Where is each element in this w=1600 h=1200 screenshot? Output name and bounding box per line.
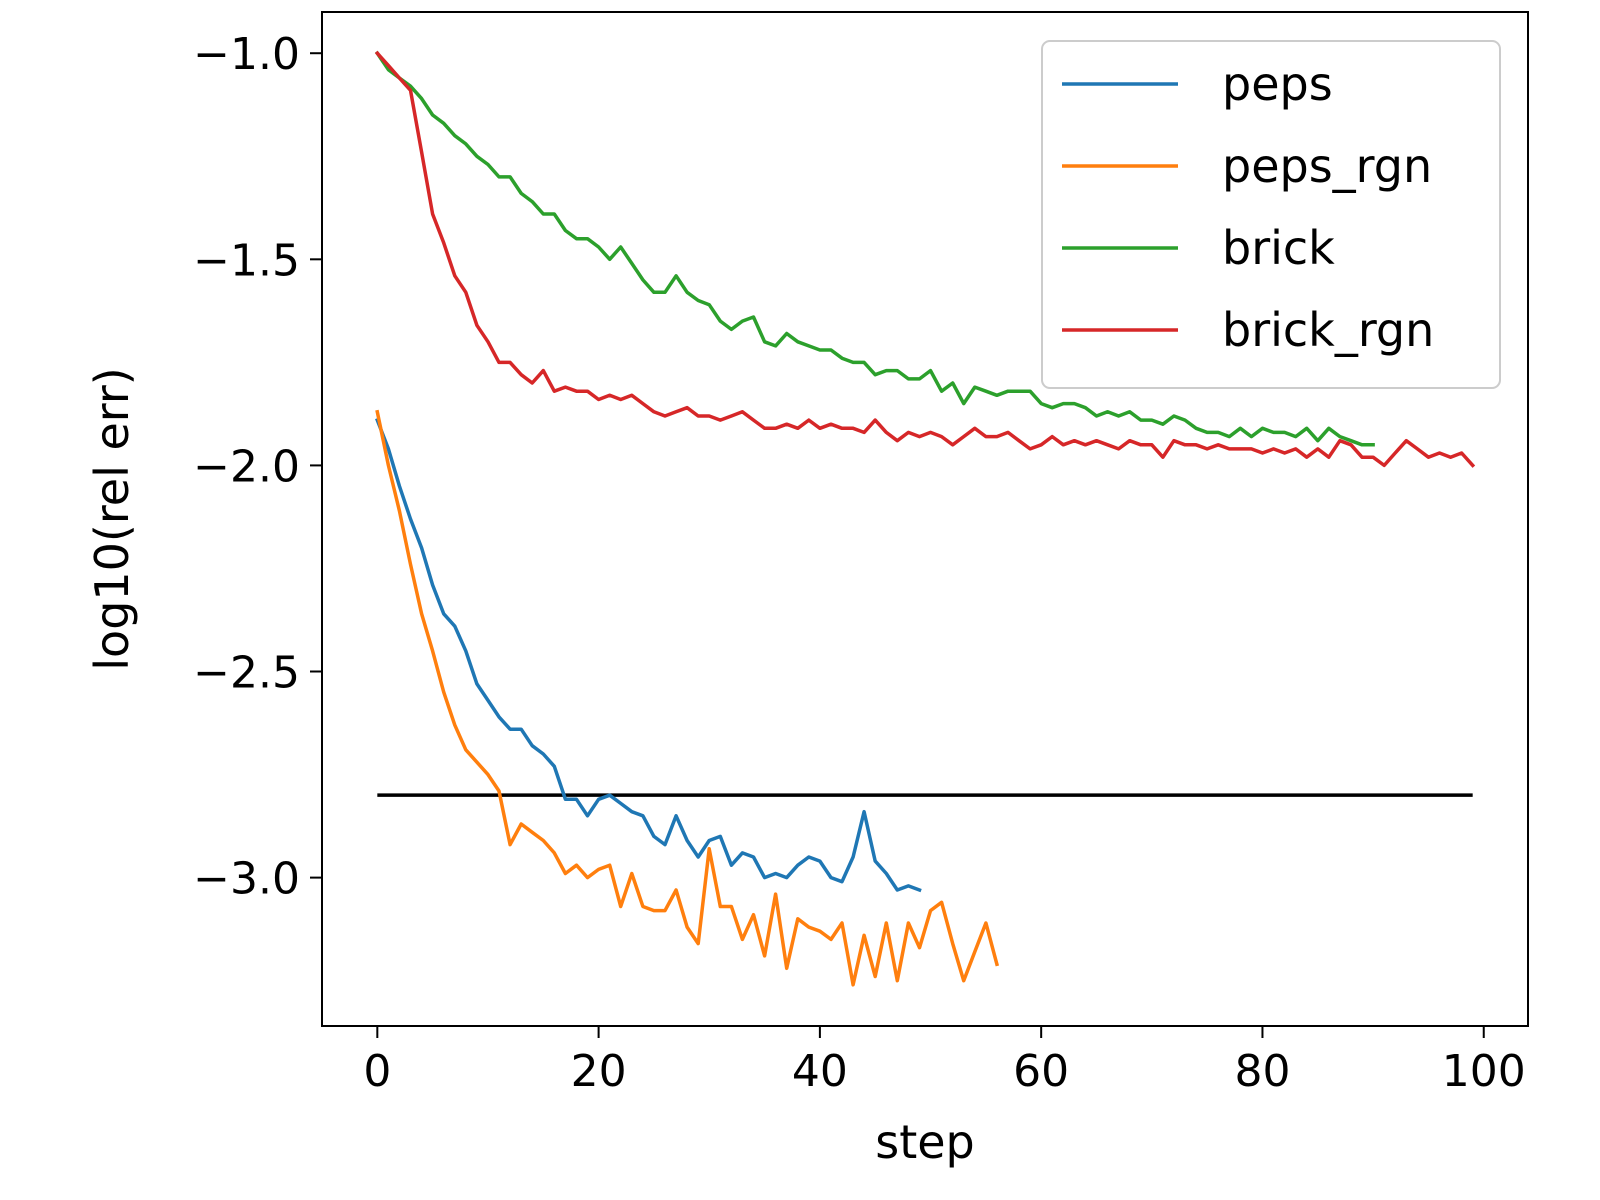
y-tick-label: −3.0: [193, 854, 300, 905]
y-tick-label: −1.5: [193, 235, 300, 286]
legend-label: brick: [1222, 221, 1335, 275]
x-axis: 0 20 40 60 80 100: [363, 1026, 1526, 1097]
y-tick-label: −2.5: [193, 648, 300, 699]
series-line-peps-rgn: [375, 409, 1000, 987]
legend-label: peps: [1222, 57, 1333, 111]
x-tick-label: 0: [363, 1046, 391, 1097]
y-tick-label: −1.0: [193, 29, 300, 80]
series-layer: [374, 50, 1476, 987]
x-tick-label: 100: [1442, 1046, 1526, 1097]
x-axis-label: step: [875, 1115, 975, 1169]
y-axis: −1.0 −1.5 −2.0 −2.5 −3.0: [193, 29, 322, 905]
legend-label: peps_rgn: [1222, 139, 1432, 193]
legend-frame: [1041, 40, 1501, 389]
x-tick-label: 60: [1013, 1046, 1069, 1097]
x-tick-label: 80: [1234, 1046, 1290, 1097]
x-tick-label: 20: [571, 1046, 627, 1097]
x-tick-label: 40: [792, 1046, 848, 1097]
legend-label: brick_rgn: [1222, 303, 1434, 357]
series-line-peps: [375, 417, 922, 893]
plot-frame: [321, 11, 1529, 1027]
y-axis-label: log10(rel err): [85, 367, 139, 670]
series-line-brick-rgn: [374, 50, 1476, 468]
y-tick-label: −2.0: [193, 441, 300, 492]
series-line-brick: [374, 50, 1375, 447]
